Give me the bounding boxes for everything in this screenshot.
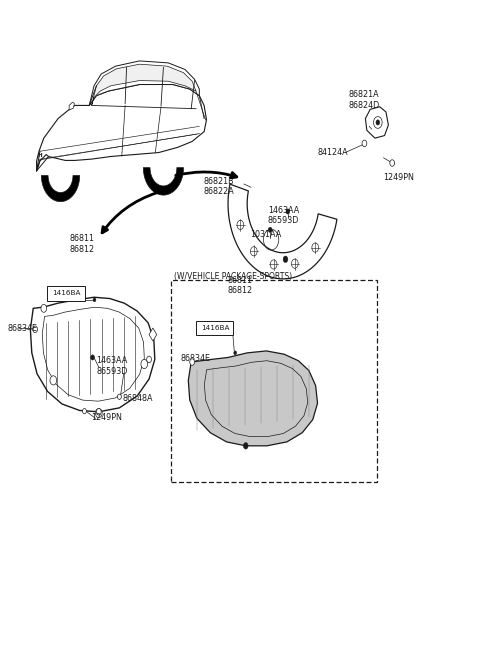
Circle shape bbox=[286, 209, 290, 214]
Polygon shape bbox=[228, 184, 337, 279]
Text: 1416BA: 1416BA bbox=[52, 291, 81, 297]
Circle shape bbox=[190, 359, 194, 365]
Circle shape bbox=[93, 298, 96, 302]
Text: 1463AA
86593D: 1463AA 86593D bbox=[268, 205, 299, 225]
Circle shape bbox=[376, 120, 380, 125]
Text: 86821A
86824D: 86821A 86824D bbox=[348, 91, 379, 110]
FancyBboxPatch shape bbox=[196, 321, 233, 335]
Text: 1249PN: 1249PN bbox=[384, 173, 414, 182]
Circle shape bbox=[147, 356, 152, 363]
Circle shape bbox=[243, 443, 248, 449]
Circle shape bbox=[50, 376, 57, 385]
Text: 86821B
86822A: 86821B 86822A bbox=[204, 176, 234, 197]
Polygon shape bbox=[92, 64, 196, 106]
FancyBboxPatch shape bbox=[170, 280, 377, 482]
Circle shape bbox=[390, 160, 395, 167]
Circle shape bbox=[96, 409, 102, 418]
Circle shape bbox=[118, 394, 121, 400]
Text: 1249PN: 1249PN bbox=[92, 413, 122, 422]
Circle shape bbox=[41, 304, 47, 312]
Polygon shape bbox=[89, 61, 199, 106]
Polygon shape bbox=[365, 107, 388, 138]
Circle shape bbox=[362, 140, 367, 147]
Circle shape bbox=[91, 355, 95, 360]
Text: (W/VEHICLE PACKAGE-SPORTS): (W/VEHICLE PACKAGE-SPORTS) bbox=[174, 272, 292, 281]
Text: 1031AA: 1031AA bbox=[251, 230, 282, 239]
Circle shape bbox=[234, 351, 237, 355]
Text: H: H bbox=[37, 154, 42, 158]
FancyBboxPatch shape bbox=[47, 286, 85, 300]
Text: 84124A: 84124A bbox=[318, 148, 348, 157]
Circle shape bbox=[283, 256, 288, 262]
Text: 86848A: 86848A bbox=[123, 394, 153, 403]
Polygon shape bbox=[149, 328, 157, 341]
Text: 86811
86812: 86811 86812 bbox=[228, 276, 252, 295]
Circle shape bbox=[268, 227, 272, 232]
Circle shape bbox=[96, 409, 101, 415]
Text: 86834E: 86834E bbox=[8, 323, 38, 333]
Text: 1463AA
86593D: 1463AA 86593D bbox=[96, 356, 128, 376]
Text: 1416BA: 1416BA bbox=[201, 325, 229, 331]
Circle shape bbox=[83, 409, 86, 414]
Text: 86811
86812: 86811 86812 bbox=[70, 234, 95, 254]
Polygon shape bbox=[36, 85, 206, 171]
Polygon shape bbox=[188, 351, 318, 446]
Polygon shape bbox=[30, 297, 155, 412]
Circle shape bbox=[141, 359, 148, 369]
Polygon shape bbox=[41, 175, 80, 201]
Polygon shape bbox=[144, 168, 183, 195]
Polygon shape bbox=[69, 102, 74, 110]
Text: 86834E: 86834E bbox=[180, 354, 210, 363]
Circle shape bbox=[33, 326, 37, 333]
